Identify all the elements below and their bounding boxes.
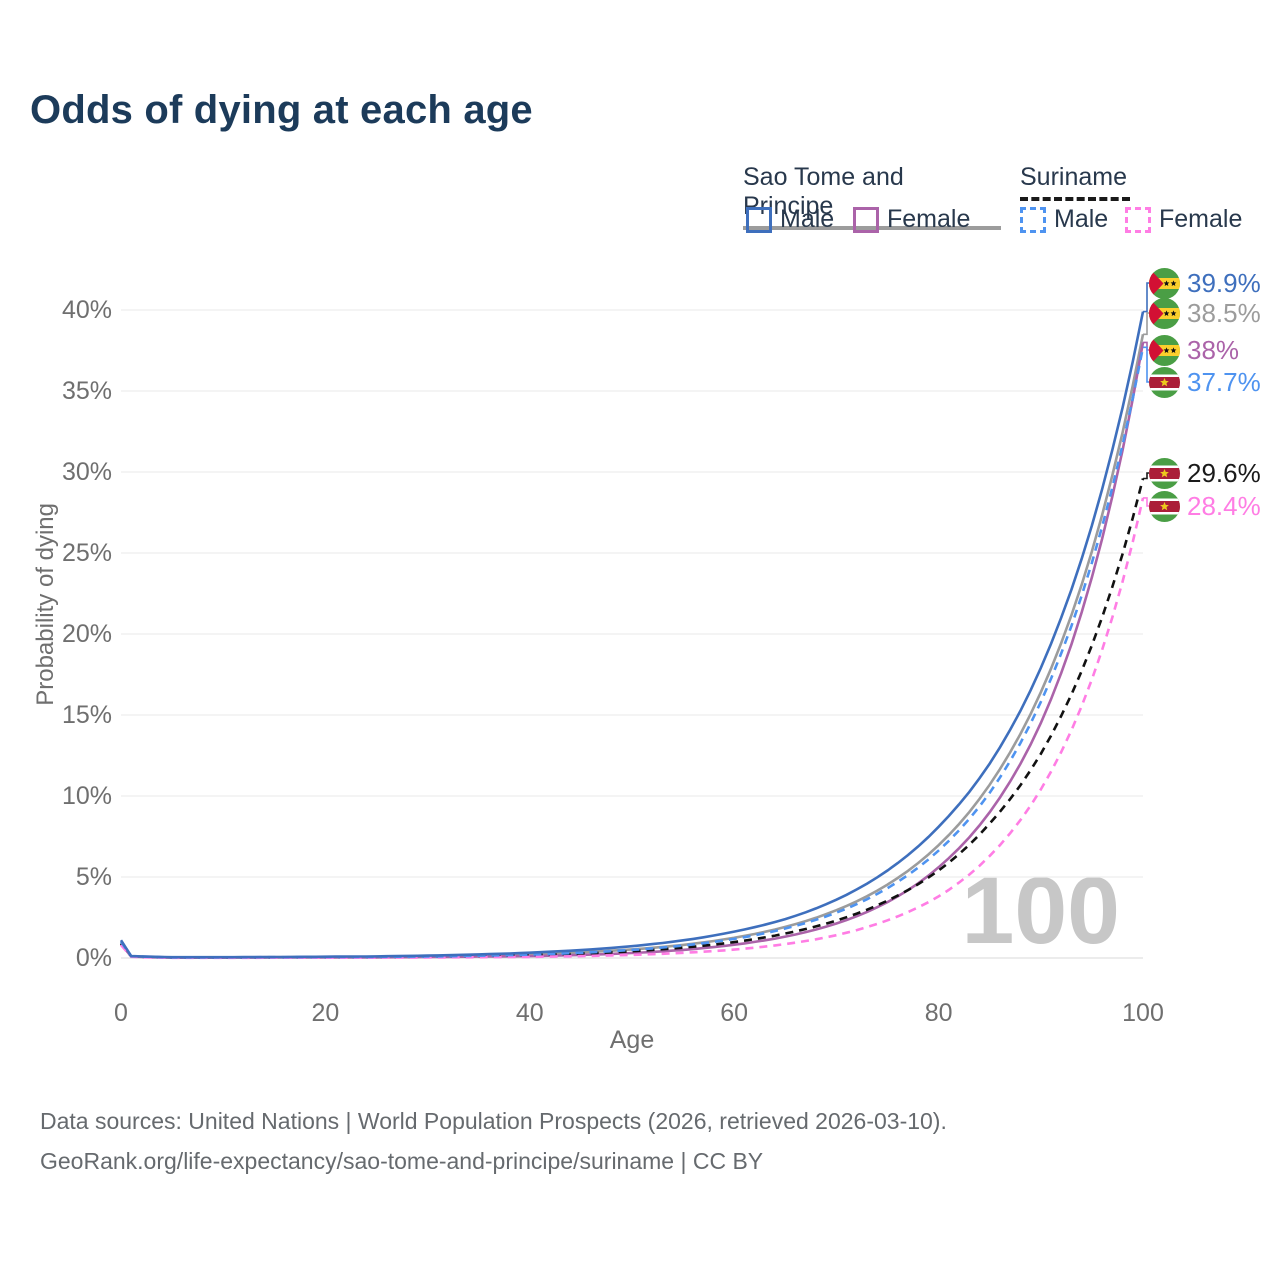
line-series <box>119 311 1145 960</box>
svg-text:40: 40 <box>516 999 544 1027</box>
end-label-value: 29.6% <box>1187 457 1261 488</box>
gridlines <box>121 309 1143 959</box>
series-line <box>119 347 1145 959</box>
legend-item-suriname-female[interactable]: Female <box>1125 205 1242 234</box>
svg-text:25%: 25% <box>62 539 112 567</box>
sao-tome-flag-icon <box>1149 335 1180 366</box>
end-label-sao-tome-female: 38% <box>1149 334 1239 366</box>
end-label-value: 28.4% <box>1187 490 1261 521</box>
end-label-sao-tome-both: 38.5% <box>1149 297 1261 329</box>
solid-blue-swatch-icon <box>746 206 772 233</box>
page-title: Odds of dying at each age <box>30 88 533 132</box>
legend-item-label: Male <box>780 205 835 233</box>
svg-text:10%: 10% <box>62 782 112 810</box>
legend-item-label: Male <box>1054 205 1109 233</box>
svg-text:0: 0 <box>114 999 128 1027</box>
legend-group-sao-tome: Sao Tome and Principe <box>743 163 1001 230</box>
svg-text:5%: 5% <box>76 863 112 891</box>
legend-item-sao-tome-female[interactable]: Female <box>853 205 970 234</box>
end-label-sao-tome-male: 39.9% <box>1149 267 1261 299</box>
end-label-value: 38% <box>1187 334 1240 365</box>
suriname-flag-icon <box>1149 367 1180 398</box>
svg-text:30%: 30% <box>62 458 112 486</box>
legend-item-suriname-male[interactable]: Male <box>1020 205 1108 234</box>
x-axis-title: Age <box>609 1026 655 1054</box>
data-sources-text: Data sources: United Nations | World Pop… <box>40 1108 947 1134</box>
end-label-value: 37.7% <box>1187 366 1261 397</box>
end-label-suriname-male: 37.7% <box>1149 366 1261 398</box>
series-line <box>119 311 1145 959</box>
suriname-flag-icon <box>1149 491 1180 522</box>
dashed-blue-swatch-icon <box>1020 206 1046 233</box>
legend-item-sao-tome-male[interactable]: Male <box>746 205 834 234</box>
series-line <box>120 497 1145 960</box>
end-label-suriname-both: 29.6% <box>1149 457 1261 489</box>
legend-group-suriname: Suriname <box>1020 163 1130 201</box>
svg-text:80: 80 <box>925 999 953 1027</box>
sao-tome-flag-icon <box>1149 268 1180 299</box>
dashed-pink-swatch-icon <box>1125 206 1151 233</box>
legend-item-label: Female <box>1159 205 1243 233</box>
hover-age-watermark: 100 <box>961 858 1120 964</box>
svg-text:20%: 20% <box>62 620 112 648</box>
legend-item-label: Female <box>887 205 971 233</box>
end-label-value: 38.5% <box>1187 297 1261 328</box>
svg-text:40%: 40% <box>62 296 112 324</box>
svg-text:35%: 35% <box>62 377 112 405</box>
sao-tome-flag-icon <box>1149 298 1180 329</box>
axis-tick-labels: 0% 5% 10% 15% 20% 25% 30% 35% 40% 0 20 40 60 80 100 <box>62 296 1164 1027</box>
suriname-flag-icon <box>1149 458 1180 489</box>
svg-text:60: 60 <box>720 999 748 1027</box>
series-line <box>119 478 1145 959</box>
end-label-suriname-female: 28.4% <box>1149 490 1261 522</box>
solid-purple-swatch-icon <box>853 206 879 233</box>
series-line <box>119 342 1145 959</box>
series-line <box>119 334 1145 959</box>
svg-text:100: 100 <box>1122 999 1164 1027</box>
svg-text:0%: 0% <box>76 944 112 972</box>
svg-text:15%: 15% <box>62 701 112 729</box>
attribution-text: GeoRank.org/life-expectancy/sao-tome-and… <box>40 1148 764 1174</box>
svg-text:20: 20 <box>311 999 339 1027</box>
end-label-value: 39.9% <box>1187 267 1261 298</box>
